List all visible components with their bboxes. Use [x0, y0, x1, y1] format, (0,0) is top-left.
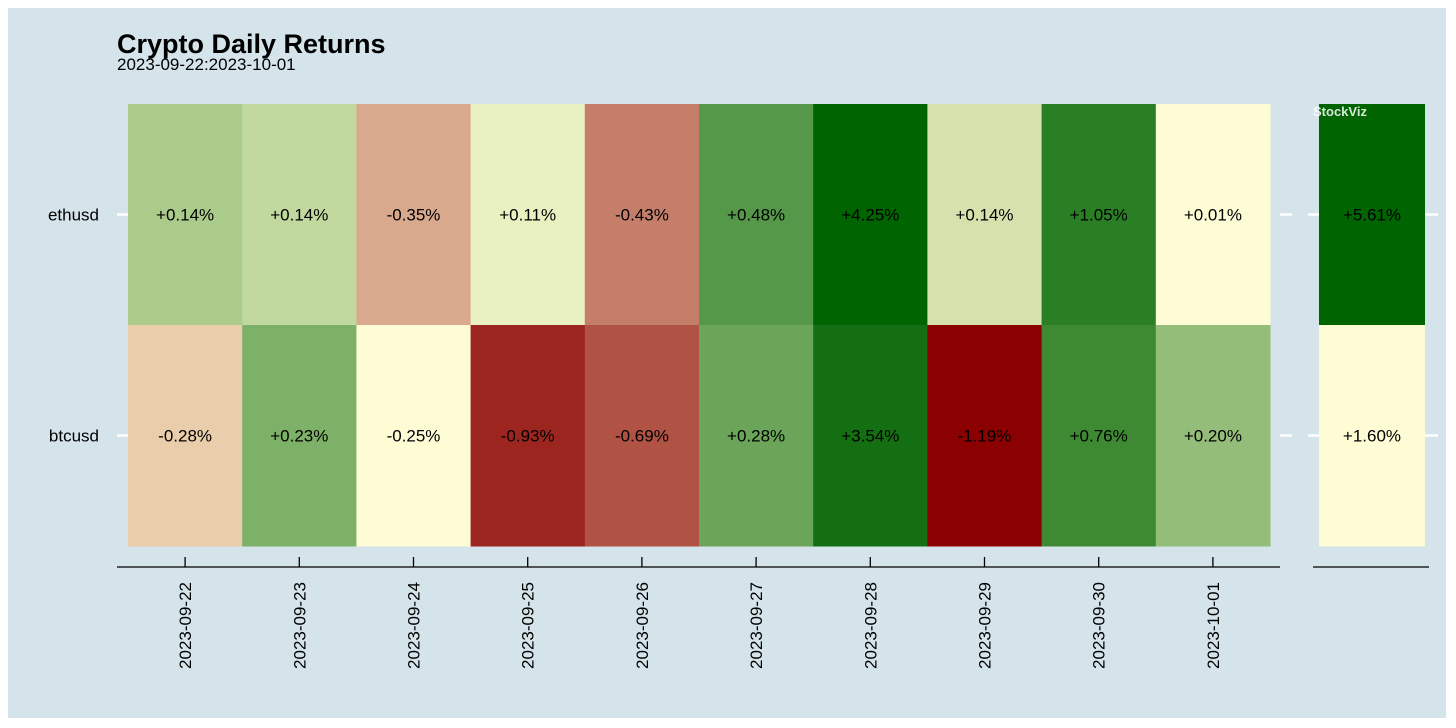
x-tick-label-2023-09-23: 2023-09-23: [290, 582, 309, 669]
cell-label-btcusd-2023-09-22: -0.28%: [158, 427, 212, 446]
heatmap-cell-btcusd-2023-09-23: [242, 325, 357, 547]
cell-label-btcusd-2023-09-25: -0.93%: [501, 427, 555, 446]
heatmap-cell-ethusd-2023-09-27: [699, 104, 814, 326]
cell-label-ethusd-2023-09-24: -0.35%: [387, 206, 441, 225]
x-tick-label-2023-09-27: 2023-09-27: [747, 582, 766, 669]
heatmap-cell-ethusd-2023-10-01: [1155, 104, 1271, 326]
heatmap-cell-ethusd-2023-09-26: [584, 104, 700, 326]
row-label-btcusd: btcusd: [49, 427, 99, 446]
heatmap-cell-btcusd-2023-09-22: [128, 325, 243, 547]
total-label-btcusd: +1.60%: [1343, 427, 1401, 446]
cell-label-ethusd-2023-09-27: +0.48%: [727, 206, 785, 225]
heatmap-cell-ethusd-2023-09-25: [470, 104, 586, 326]
cell-label-ethusd-2023-09-22: +0.14%: [156, 206, 214, 225]
chart-subtitle: 2023-09-22:2023-10-01: [117, 55, 296, 74]
x-tick-label-2023-09-30: 2023-09-30: [1090, 582, 1109, 669]
cell-label-btcusd-2023-09-30: +0.76%: [1070, 427, 1128, 446]
cell-label-ethusd-2023-09-30: +1.05%: [1070, 206, 1128, 225]
heatmap-chart: Crypto Daily Returns 2023-09-22:2023-10-…: [48, 29, 1438, 669]
heatmap-cells: +0.14% +0.14% -0.35% +0.11% -0.43% +0.48% +4.2…: [128, 104, 1271, 547]
heatmap-cell-ethusd-2023-09-23: [242, 104, 357, 326]
cell-label-ethusd-2023-09-25: +0.11%: [499, 206, 556, 225]
chart-title: Crypto Daily Returns: [117, 29, 386, 59]
x-tick-label-2023-09-29: 2023-09-29: [976, 582, 995, 669]
cell-label-btcusd-2023-09-27: +0.28%: [727, 427, 785, 446]
heatmap-cell-btcusd-2023-09-30: [1041, 325, 1157, 547]
x-tick-label-2023-09-22: 2023-09-22: [176, 582, 195, 669]
axes: ethusd btcusd 2023-09-22 2023-09-23 2023-09-…: [48, 206, 1438, 669]
heatmap-cell-btcusd-2023-09-24: [356, 325, 472, 547]
heatmap-cell-btcusd-2023-10-01: [1155, 325, 1271, 547]
x-tick-label-2023-09-28: 2023-09-28: [861, 582, 880, 669]
watermark: StockViz: [1313, 104, 1367, 119]
cell-label-ethusd-2023-09-23: +0.14%: [270, 206, 328, 225]
total-panel: +5.61% +1.60%: [1319, 104, 1425, 547]
x-tick-label-2023-09-24: 2023-09-24: [405, 582, 424, 669]
cell-label-ethusd-2023-09-26: -0.43%: [615, 206, 669, 225]
chart-frame: Crypto Daily Returns 2023-09-22:2023-10-…: [8, 8, 1446, 718]
x-tick-label-2023-09-25: 2023-09-25: [519, 582, 538, 669]
cell-label-ethusd-2023-10-01: +0.01%: [1184, 206, 1242, 225]
heatmap-cell-ethusd-2023-09-22: [128, 104, 243, 326]
x-tick-label-2023-10-01: 2023-10-01: [1204, 582, 1223, 669]
heatmap-cell-ethusd-2023-09-28: [813, 104, 928, 326]
heatmap-cell-ethusd-2023-09-30: [1041, 104, 1157, 326]
cell-label-ethusd-2023-09-29: +0.14%: [955, 206, 1013, 225]
heatmap-cell-ethusd-2023-09-29: [927, 104, 1043, 326]
row-label-ethusd: ethusd: [48, 206, 99, 225]
total-label-ethusd: +5.61%: [1343, 206, 1401, 225]
heatmap-cell-ethusd-2023-09-24: [356, 104, 472, 326]
cell-label-btcusd-2023-09-26: -0.69%: [615, 427, 669, 446]
heatmap-cell-btcusd-2023-09-27: [699, 325, 814, 547]
cell-label-btcusd-2023-10-01: +0.20%: [1184, 427, 1242, 446]
x-tick-label-2023-09-26: 2023-09-26: [633, 582, 652, 669]
heatmap-cell-btcusd-2023-09-28: [813, 325, 928, 547]
heatmap-cell-btcusd-2023-09-25: [470, 325, 586, 547]
total-cell-ethusd: [1319, 104, 1425, 326]
heatmap-cell-btcusd-2023-09-26: [584, 325, 700, 547]
cell-label-ethusd-2023-09-28: +4.25%: [841, 206, 899, 225]
total-cell-btcusd: [1319, 325, 1425, 547]
cell-label-btcusd-2023-09-23: +0.23%: [270, 427, 328, 446]
cell-label-btcusd-2023-09-29: -1.19%: [958, 427, 1012, 446]
cell-label-btcusd-2023-09-28: +3.54%: [841, 427, 899, 446]
heatmap-cell-btcusd-2023-09-29: [927, 325, 1043, 547]
cell-label-btcusd-2023-09-24: -0.25%: [387, 427, 441, 446]
